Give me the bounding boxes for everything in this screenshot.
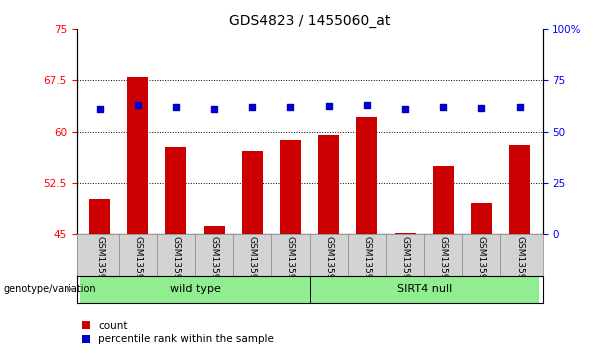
Bar	[318, 135, 339, 234]
Text: GSM1359083: GSM1359083	[172, 236, 180, 297]
Bar	[89, 199, 110, 234]
Title: GDS4823 / 1455060_at: GDS4823 / 1455060_at	[229, 14, 390, 28]
Bar	[433, 166, 454, 234]
Text: SIRT4 null: SIRT4 null	[397, 285, 452, 294]
Point	[438, 104, 448, 110]
Bar	[310, 276, 539, 303]
Text: GSM1359081: GSM1359081	[95, 236, 104, 297]
Text: wild type: wild type	[170, 285, 221, 294]
Legend: count, percentile rank within the sample: count, percentile rank within the sample	[82, 321, 275, 344]
Point	[324, 103, 333, 109]
Bar	[204, 226, 224, 234]
Bar	[280, 140, 301, 234]
Point	[133, 102, 143, 108]
Text: GSM1359088: GSM1359088	[362, 236, 371, 297]
Bar	[242, 151, 263, 234]
Text: ►: ►	[67, 285, 75, 294]
Point	[209, 106, 219, 112]
Point	[94, 106, 104, 112]
Point	[286, 104, 295, 110]
Bar	[128, 77, 148, 234]
Bar	[471, 203, 492, 234]
Bar	[80, 276, 310, 303]
Point	[400, 106, 410, 112]
Point	[515, 104, 525, 110]
Text: GSM1359082: GSM1359082	[133, 236, 142, 297]
Text: GSM1359086: GSM1359086	[286, 236, 295, 297]
Point	[248, 104, 257, 110]
Bar	[166, 147, 186, 234]
Point	[171, 104, 181, 110]
Text: GSM1359085: GSM1359085	[248, 236, 257, 297]
Text: GSM1359087: GSM1359087	[324, 236, 333, 297]
Point	[362, 102, 371, 108]
Text: GSM1359084: GSM1359084	[210, 236, 219, 297]
Text: GSM1359092: GSM1359092	[515, 236, 524, 297]
Text: genotype/variation: genotype/variation	[3, 285, 96, 294]
Bar	[395, 233, 416, 234]
Bar	[509, 145, 530, 234]
Text: GSM1359090: GSM1359090	[439, 236, 447, 297]
Bar	[356, 117, 378, 234]
Text: GSM1359089: GSM1359089	[400, 236, 409, 297]
Text: GSM1359091: GSM1359091	[477, 236, 486, 297]
Point	[476, 105, 486, 111]
